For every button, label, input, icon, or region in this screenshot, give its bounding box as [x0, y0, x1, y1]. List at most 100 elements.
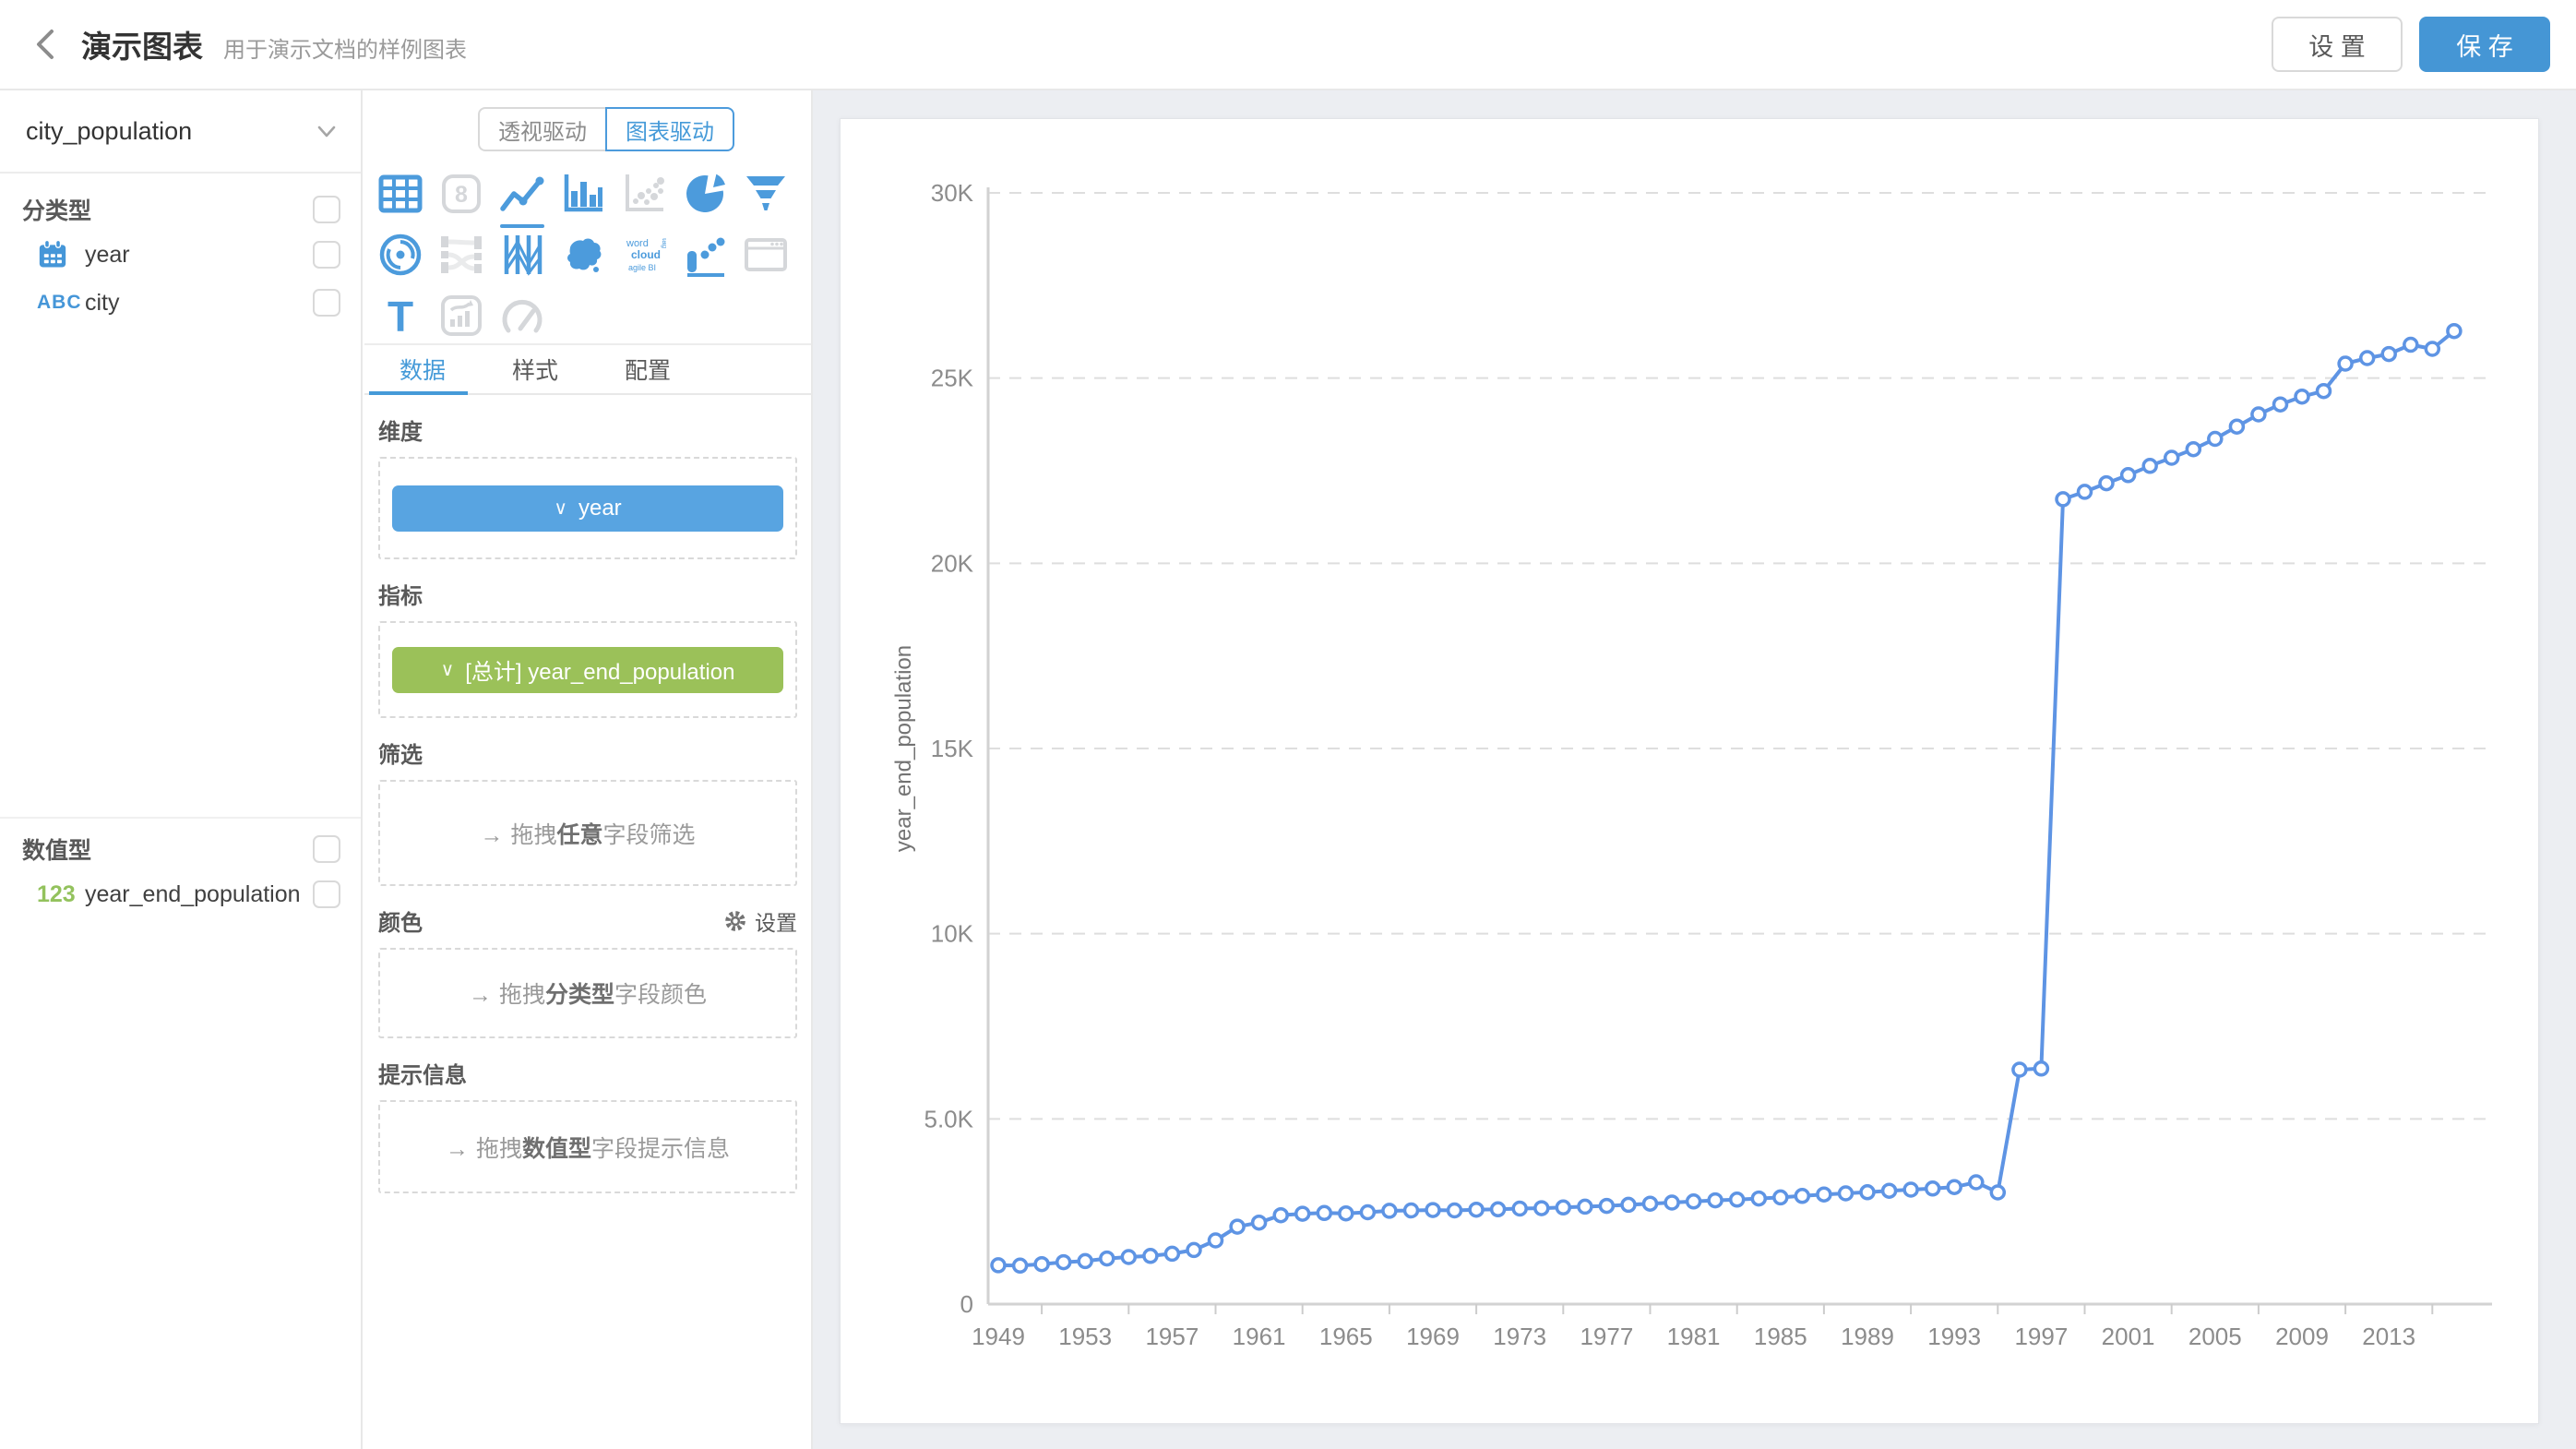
123-icon: 123 [37, 880, 76, 907]
line-chart[interactable]: 0 5.0K 10K 15K 20K 25K 30K 1949 1953 1957 1961 1965… [841, 119, 2538, 1423]
header: 演示图表 用于演示文档的样例图表 设 置 保 存 [0, 0, 2576, 90]
svg-text:2001: 2001 [2102, 1323, 2155, 1350]
data-point [1555, 1199, 1572, 1216]
data-point [1250, 1214, 1268, 1231]
categorical-group-checkbox[interactable] [313, 196, 340, 223]
back-button[interactable] [26, 24, 66, 65]
svg-text:1993: 1993 [1927, 1323, 1981, 1350]
axes [986, 187, 2492, 1306]
data-point [1468, 1201, 1485, 1218]
chart-type-funnel-icon[interactable] [744, 172, 788, 216]
chart-type-grid: 8 word tag cloud agile BI T [370, 163, 804, 346]
field-sidebar: city_population 分类型 year ABC city 数值型 123 y… [0, 90, 363, 1449]
chevron-down-icon[interactable]: ∨ [440, 660, 455, 680]
categorical-group-label: 分类型 [22, 198, 92, 224]
svg-text:2009: 2009 [2275, 1323, 2329, 1350]
tab-style[interactable]: 样式 [512, 358, 559, 384]
data-point [2228, 418, 2246, 435]
chart-type-text-icon[interactable]: T [378, 293, 423, 338]
mode-tabs: 透视驱动 图表驱动 [478, 107, 734, 151]
gridlines [988, 192, 2492, 1120]
svg-text:1989: 1989 [1841, 1323, 1894, 1350]
tooltip-section-label: 提示信息 [378, 1063, 467, 1088]
data-point [2358, 350, 2376, 366]
selected-chart-type-underline [500, 224, 544, 228]
data-point [1924, 1180, 1941, 1197]
chevron-down-icon [317, 126, 336, 138]
data-point [1446, 1202, 1463, 1219]
chart-type-wordcloud-icon[interactable]: word tag cloud agile BI [622, 233, 666, 277]
chart-type-combo-icon[interactable] [683, 233, 727, 277]
data-point [1120, 1249, 1138, 1265]
color-dropzone[interactable]: → 拖拽分类型字段颜色 [378, 948, 797, 1038]
tab-config[interactable]: 配置 [625, 358, 672, 384]
svg-text:15K: 15K [931, 735, 974, 762]
svg-text:1961: 1961 [1233, 1323, 1286, 1350]
color-settings-button[interactable]: 设置 [723, 905, 797, 937]
data-point [1272, 1206, 1289, 1224]
data-point [990, 1257, 1007, 1274]
field-name: year [85, 241, 130, 268]
chart-type-map-icon[interactable] [561, 233, 605, 277]
chart-canvas: 0 5.0K 10K 15K 20K 25K 30K 1949 1953 1957 1961 1965… [813, 90, 2576, 1449]
data-point [1511, 1200, 1528, 1217]
data-point [1402, 1202, 1420, 1219]
chart-type-bar-icon[interactable] [561, 172, 605, 216]
field-row-year[interactable]: year [0, 231, 361, 279]
field-row-city[interactable]: ABC city [0, 279, 361, 327]
metric-chip-year-end-population[interactable]: ∨ [总计] year_end_population [392, 646, 783, 693]
svg-text:0: 0 [960, 1290, 973, 1318]
mode-tab-pivot[interactable]: 透视驱动 [478, 107, 605, 151]
numeric-group-header: 数值型 [0, 828, 361, 870]
svg-text:cloud: cloud [631, 248, 661, 261]
dimension-dropzone[interactable]: ∨ year [378, 457, 797, 559]
chart-type-table-icon[interactable] [378, 172, 423, 216]
calendar-icon [39, 239, 66, 268]
data-point [2294, 388, 2310, 405]
svg-text:30K: 30K [931, 179, 974, 207]
field-row-year_end_population[interactable]: 123 year_end_population [0, 870, 361, 918]
field-checkbox[interactable] [313, 289, 340, 317]
tooltip-dropzone[interactable]: → 拖拽数值型字段提示信息 [378, 1100, 797, 1193]
svg-text:10K: 10K [931, 920, 974, 948]
tab-data[interactable]: 数据 [400, 358, 447, 384]
data-point [1207, 1232, 1224, 1249]
data-point [1186, 1241, 1202, 1259]
data-point [2033, 1060, 2050, 1077]
metric-dropzone[interactable]: ∨ [总计] year_end_population [378, 621, 797, 718]
save-button[interactable]: 保 存 [2419, 17, 2550, 72]
numeric-group-checkbox[interactable] [313, 835, 340, 863]
svg-text:agile BI: agile BI [628, 263, 656, 272]
svg-text:1977: 1977 [1580, 1323, 1633, 1350]
field-name: year_end_population [85, 880, 301, 907]
data-point [1316, 1204, 1333, 1222]
svg-text:5.0K: 5.0K [924, 1105, 974, 1132]
svg-text:20K: 20K [931, 549, 974, 577]
field-checkbox[interactable] [313, 880, 340, 908]
data-point [2098, 474, 2115, 492]
data-point [1533, 1200, 1550, 1216]
field-checkbox[interactable] [313, 241, 340, 269]
dimension-chip-year[interactable]: ∨ year [392, 485, 783, 532]
chart-type-pie-icon[interactable] [683, 172, 727, 216]
data-point [2250, 406, 2267, 423]
chart-type-radar-icon[interactable] [378, 233, 423, 277]
data-point [1750, 1190, 1768, 1207]
numeric-group: 数值型 123 year_end_population [0, 817, 361, 918]
data-point [1489, 1201, 1507, 1218]
data-point [1425, 1202, 1441, 1218]
settings-button[interactable]: 设 置 [2272, 17, 2403, 72]
data-sections: 维度 ∨ year 指标 ∨ [总计] year_end_population … [378, 408, 797, 1193]
chevron-down-icon[interactable]: ∨ [554, 498, 567, 519]
data-point [1641, 1195, 1659, 1212]
chart-type-parallel-icon[interactable] [500, 233, 544, 277]
filter-dropzone[interactable]: → 拖拽任意字段筛选 [378, 780, 797, 886]
svg-text:2013: 2013 [2362, 1323, 2415, 1350]
svg-text:tag: tag [661, 238, 666, 248]
active-tab-inkbar [369, 391, 468, 395]
dataset-select[interactable]: city_population [0, 90, 361, 174]
data-points[interactable] [990, 322, 2463, 1275]
x-axis-labels: 1949 1953 1957 1961 1965 1969 1973 1977 1981 1985… [972, 1304, 2434, 1350]
chart-type-line-icon[interactable] [500, 172, 544, 216]
mode-tab-chart[interactable]: 图表驱动 [605, 107, 734, 151]
